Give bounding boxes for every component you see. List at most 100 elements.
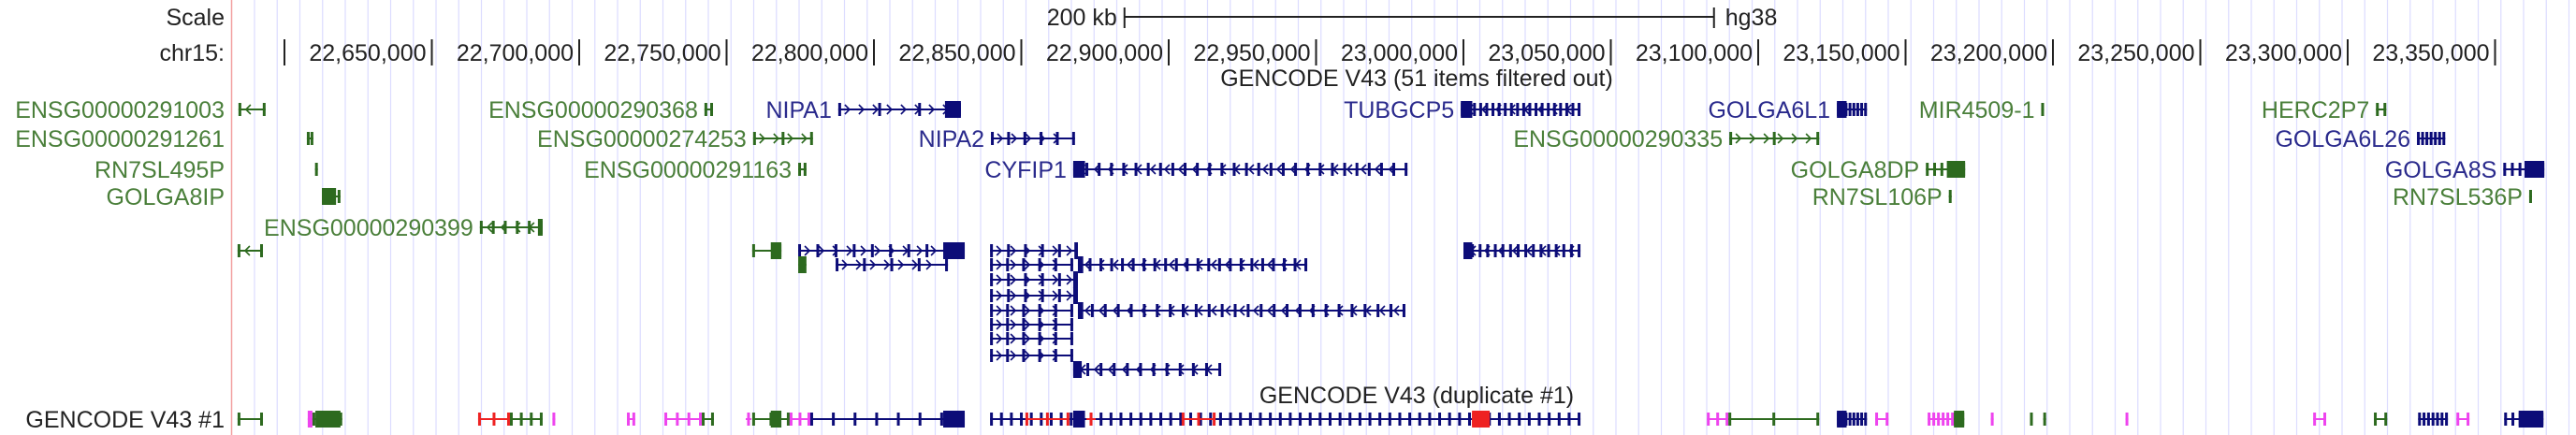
- gene-ensg00000290399[interactable]: ENSG00000290399: [264, 215, 543, 241]
- dense-feature[interactable]: [2313, 413, 2327, 426]
- gene-label[interactable]: MIR4509-1: [1919, 97, 2035, 123]
- gene-ensg00000291261[interactable]: ENSG00000291261: [15, 126, 313, 152]
- intron-line: [990, 324, 1073, 326]
- dense-feature[interactable]: [2374, 413, 2388, 426]
- transcript[interactable]: [1463, 242, 1581, 259]
- gene-label[interactable]: CYFIP1: [984, 157, 1067, 183]
- gene-golga8dp[interactable]: GOLGA8DP: [1791, 157, 1966, 183]
- gene-label[interactable]: RN7SL495P: [95, 157, 225, 183]
- gene-label[interactable]: ENSG00000290399: [264, 215, 473, 241]
- gene-ensg00000291003[interactable]: ENSG00000291003: [15, 97, 266, 123]
- gene-label[interactable]: GOLGA6L1: [1708, 97, 1830, 123]
- dense-feature[interactable]: [1837, 411, 1868, 428]
- strand-arrow-right-icon: [900, 104, 908, 115]
- transcript[interactable]: [751, 242, 782, 259]
- transcript[interactable]: [990, 318, 1073, 331]
- gene-label[interactable]: GOLGA8IP: [107, 184, 225, 210]
- transcript[interactable]: [990, 258, 1073, 271]
- dense-feature[interactable]: [1472, 411, 1491, 428]
- dense-feature[interactable]: [990, 411, 1581, 428]
- transcript[interactable]: [237, 244, 264, 257]
- gene-rn7sl495p[interactable]: RN7SL495P: [95, 157, 318, 183]
- track-label-gencode[interactable]: GENCODE V43 #1: [25, 407, 225, 433]
- dense-feature[interactable]: [2504, 411, 2544, 428]
- dense-feature[interactable]: [2125, 413, 2129, 426]
- gene-label[interactable]: ENSG00000291003: [15, 97, 225, 123]
- transcript[interactable]: [798, 256, 807, 273]
- dense-feature[interactable]: [1707, 413, 1729, 426]
- dense-feature[interactable]: [552, 413, 556, 426]
- dense-feature[interactable]: [789, 413, 810, 426]
- dense-feature[interactable]: [664, 413, 703, 426]
- gene-label[interactable]: TUBGCP5: [1344, 97, 1454, 123]
- gene-ensg00000274253[interactable]: ENSG00000274253: [537, 126, 813, 152]
- gene-label[interactable]: NIPA1: [765, 97, 831, 123]
- transcript[interactable]: [1072, 361, 1222, 378]
- dense-feature[interactable]: [1875, 413, 1889, 426]
- transcript[interactable]: [798, 242, 966, 259]
- transcript[interactable]: [990, 332, 1073, 345]
- gene-label[interactable]: RN7SL106P: [1812, 184, 1943, 210]
- gene-label[interactable]: ENSG00000274253: [537, 126, 747, 152]
- dense-feature[interactable]: [2030, 413, 2033, 426]
- dense-feature[interactable]: [1728, 413, 1820, 426]
- dense-feature[interactable]: [2456, 413, 2470, 426]
- transcript[interactable]: [990, 271, 1078, 288]
- dense-feature[interactable]: [627, 413, 635, 426]
- dense-feature[interactable]: [1928, 413, 1955, 426]
- gene-nipa2[interactable]: NIPA2: [919, 126, 1075, 152]
- gene-label[interactable]: GOLGA8S: [2385, 157, 2497, 183]
- gene-ensg00000290335[interactable]: ENSG00000290335: [1513, 126, 1820, 152]
- dense-feature[interactable]: [702, 413, 714, 426]
- gene-ensg00000291163[interactable]: ENSG00000291163: [584, 157, 807, 183]
- gene-nipa1[interactable]: NIPA1: [765, 97, 961, 123]
- base-position-ruler[interactable]: 22,650,000 22,700,000 22,750,000 22,800,000…: [284, 39, 2496, 66]
- strand-arrow-right-icon: [1024, 319, 1031, 330]
- transcript[interactable]: [836, 258, 949, 271]
- gene-golga8ip[interactable]: GOLGA8IP: [107, 184, 341, 210]
- transcript[interactable]: [990, 242, 1078, 259]
- dense-feature[interactable]: [477, 413, 510, 426]
- gene-label[interactable]: HERC2P7: [2262, 97, 2369, 123]
- dense-feature[interactable]: [809, 411, 966, 428]
- gencode-track[interactable]: ENSG00000291003 ENSG00000290368 NIPA1 TUBGC…: [15, 97, 2545, 378]
- dense-feature[interactable]: [751, 411, 790, 428]
- gene-mir4509-1[interactable]: MIR4509-1: [1919, 97, 2045, 123]
- dense-feature[interactable]: [1181, 413, 1216, 426]
- transcript[interactable]: [990, 287, 1078, 304]
- gene-rn7sl536p[interactable]: RN7SL536P: [2393, 184, 2532, 210]
- transcript[interactable]: [990, 304, 1073, 317]
- dense-feature[interactable]: [1025, 413, 1070, 426]
- gene-label[interactable]: ENSG00000290368: [488, 97, 698, 123]
- gene-rn7sl106p[interactable]: RN7SL106P: [1812, 184, 1952, 210]
- gene-golga8s[interactable]: GOLGA8S: [2385, 157, 2545, 183]
- gene-label[interactable]: ENSG00000291261: [15, 126, 225, 152]
- transcript[interactable]: [1077, 256, 1308, 273]
- dense-feature[interactable]: [509, 413, 543, 426]
- gene-golga6l26[interactable]: GOLGA6L26: [2275, 126, 2446, 152]
- gencode-duplicate-track[interactable]: [237, 411, 2544, 428]
- dense-feature[interactable]: [312, 411, 342, 428]
- gene-label[interactable]: GOLGA6L26: [2275, 126, 2410, 152]
- gene-herc2p7[interactable]: HERC2P7: [2262, 97, 2387, 123]
- dense-feature[interactable]: [1954, 411, 1965, 428]
- dense-feature[interactable]: [307, 411, 313, 428]
- gene-ensg00000290368[interactable]: ENSG00000290368: [488, 97, 714, 123]
- gene-label[interactable]: ENSG00000290335: [1513, 126, 1723, 152]
- dense-feature[interactable]: [1086, 413, 1096, 426]
- gene-label[interactable]: NIPA2: [919, 126, 984, 152]
- gene-label[interactable]: ENSG00000291163: [584, 157, 792, 183]
- gene-tubgcp5[interactable]: TUBGCP5: [1344, 97, 1581, 123]
- dense-feature[interactable]: [745, 413, 751, 426]
- gene-cyfip1[interactable]: CYFIP1: [984, 157, 1408, 183]
- dense-feature[interactable]: [1990, 413, 1994, 426]
- dense-feature[interactable]: [237, 413, 264, 426]
- dense-feature[interactable]: [2043, 413, 2046, 426]
- transcript[interactable]: [990, 349, 1073, 362]
- gene-label[interactable]: GOLGA8DP: [1791, 157, 1920, 183]
- transcript[interactable]: [1077, 302, 1405, 319]
- dense-feature[interactable]: [2418, 413, 2449, 426]
- gene-golga6l1[interactable]: GOLGA6L1: [1708, 97, 1868, 123]
- gene-label[interactable]: RN7SL536P: [2393, 184, 2523, 210]
